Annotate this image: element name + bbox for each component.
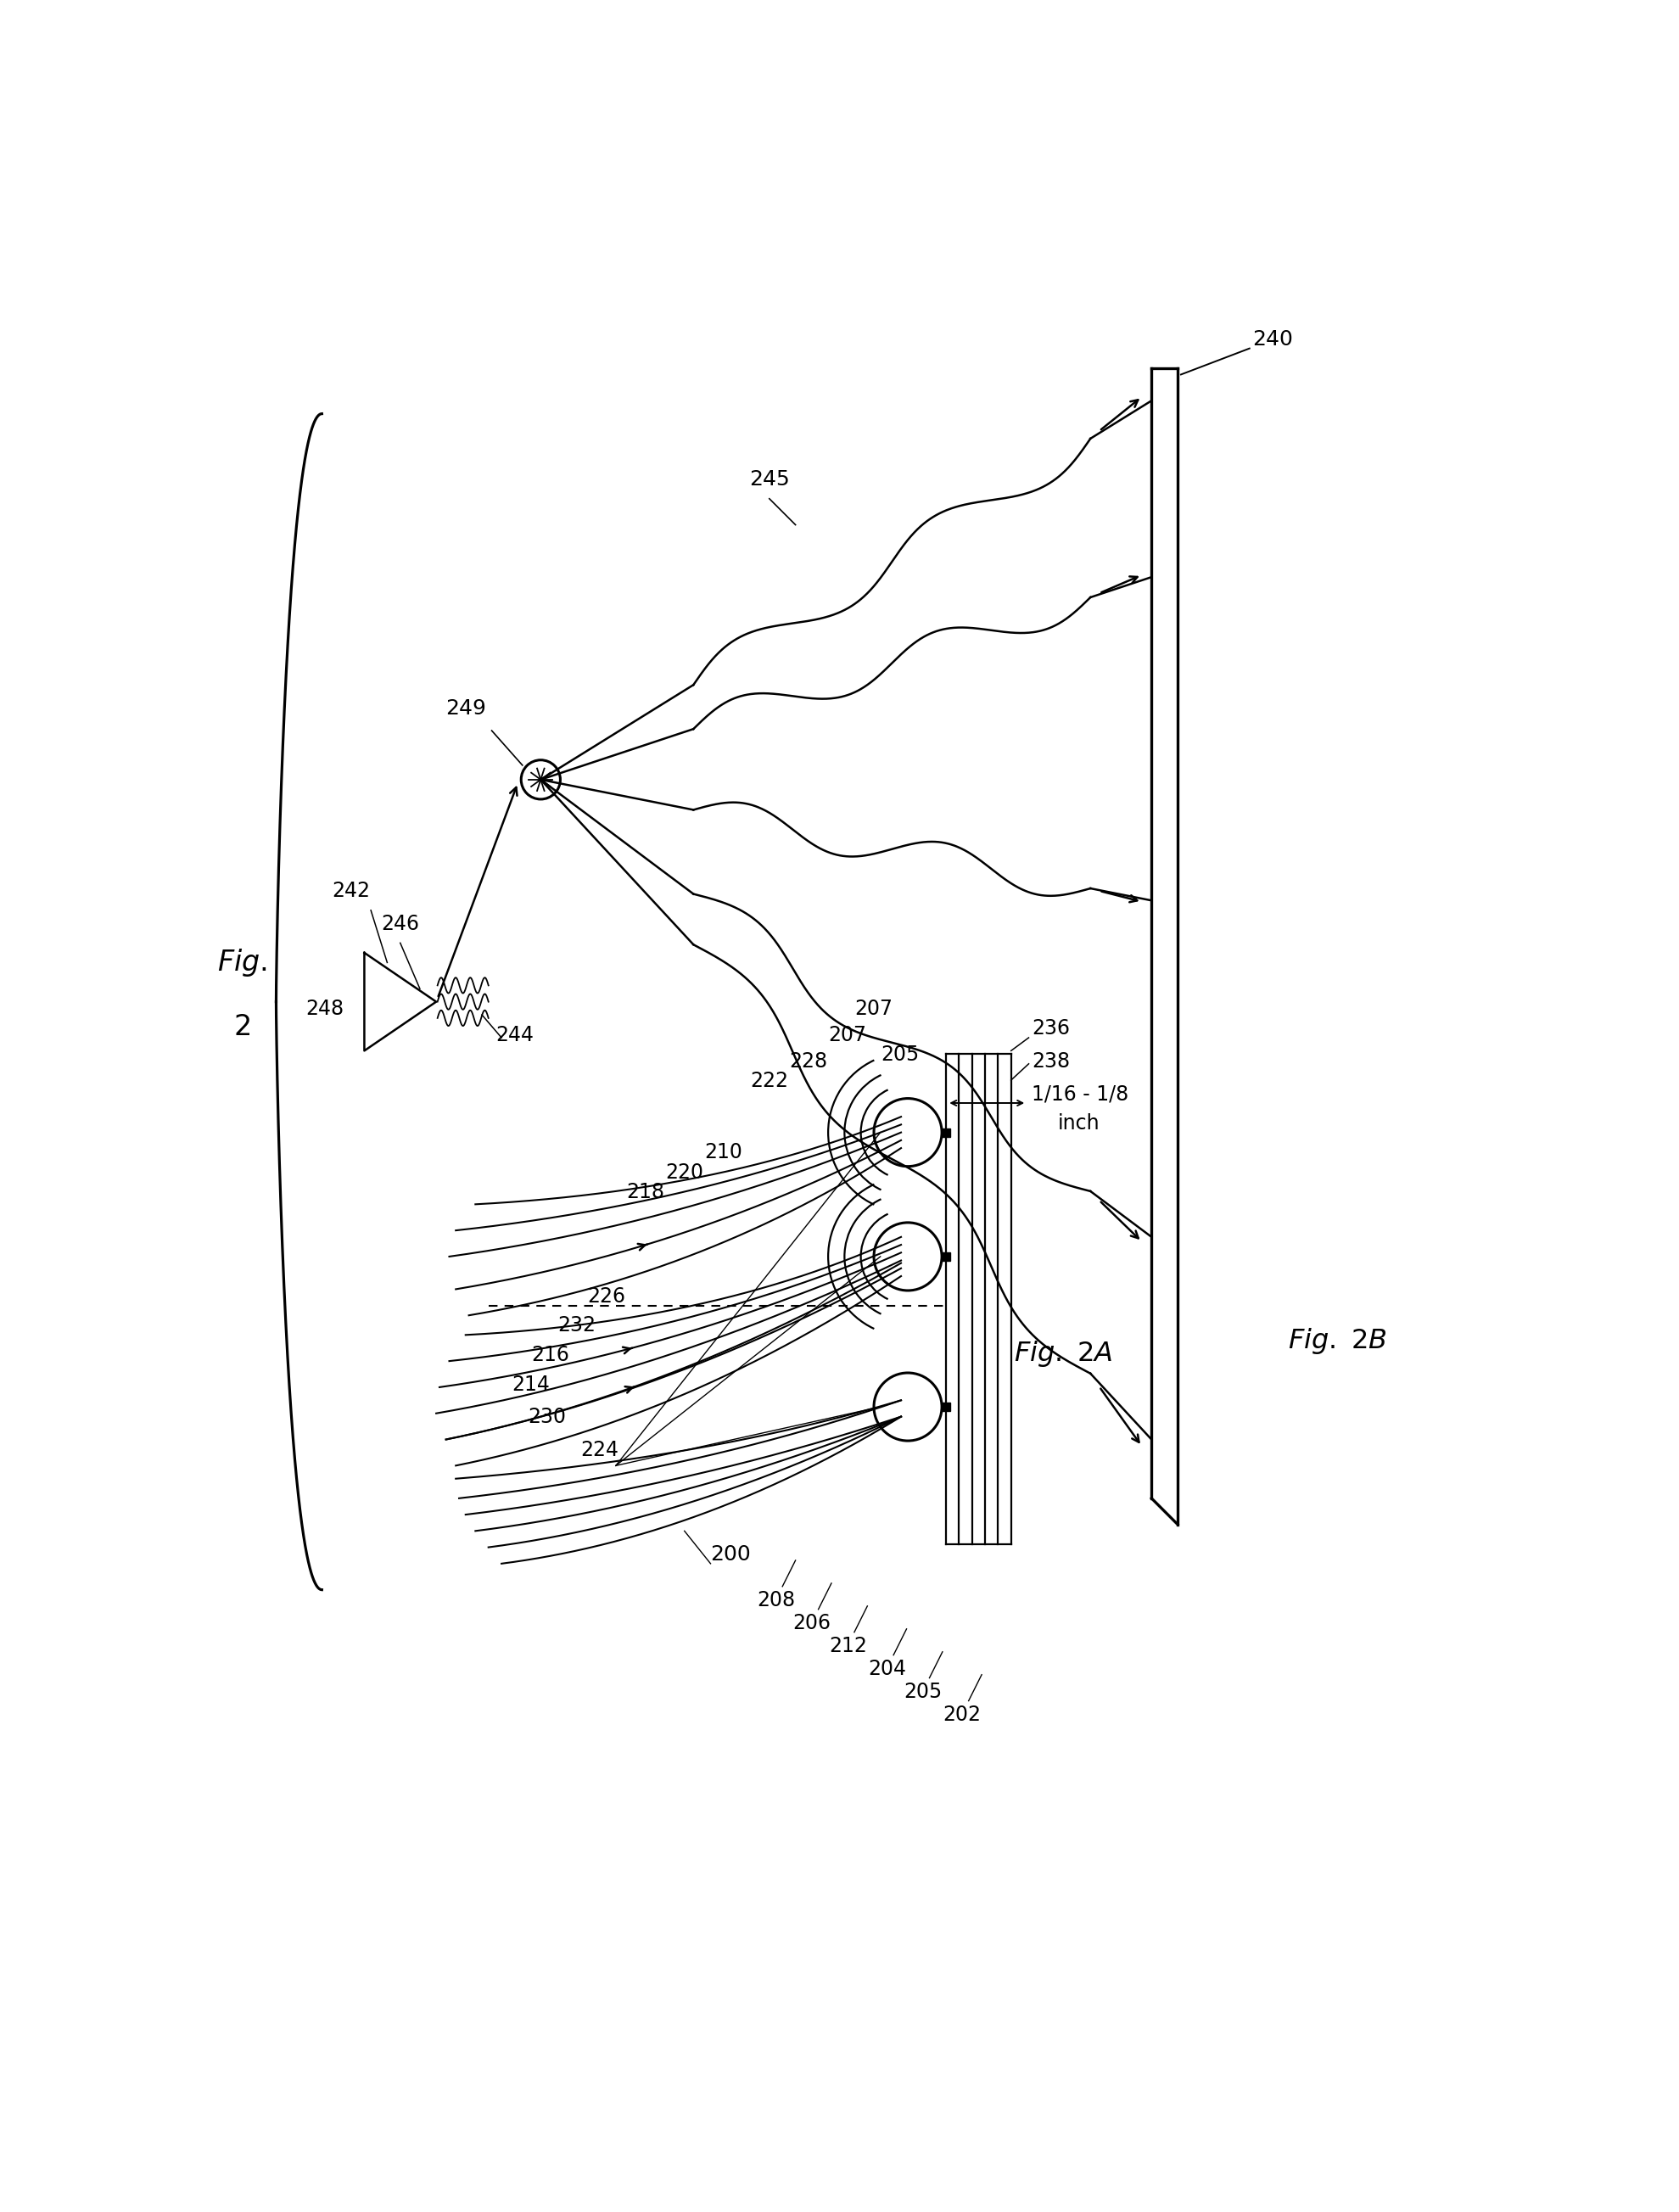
Text: 228: 228 <box>789 1051 828 1071</box>
Text: 216: 216 <box>532 1345 569 1365</box>
Text: 249: 249 <box>445 699 485 719</box>
Text: 222: 222 <box>751 1071 789 1091</box>
Text: 210: 210 <box>705 1141 742 1164</box>
Text: 218: 218 <box>626 1181 665 1201</box>
Text: 214: 214 <box>512 1374 551 1396</box>
Text: 206: 206 <box>792 1613 831 1632</box>
Bar <box>942 1402 950 1411</box>
Bar <box>942 1252 950 1261</box>
Bar <box>942 1128 950 1137</box>
Text: 244: 244 <box>495 1024 534 1046</box>
Text: 242: 242 <box>332 880 371 902</box>
Text: 236: 236 <box>1033 1018 1070 1040</box>
Text: 246: 246 <box>381 914 420 933</box>
Text: 232: 232 <box>557 1316 596 1336</box>
Text: $\mathit{2}$: $\mathit{2}$ <box>233 1015 250 1042</box>
Text: 245: 245 <box>749 469 789 489</box>
Text: 205: 205 <box>903 1681 942 1701</box>
Text: $\mathit{Fig.\ 2A}$: $\mathit{Fig.\ 2A}$ <box>1014 1338 1113 1369</box>
Text: 200: 200 <box>710 1544 751 1564</box>
Text: 202: 202 <box>944 1703 981 1725</box>
Text: 212: 212 <box>829 1635 866 1657</box>
Text: 208: 208 <box>757 1590 796 1610</box>
Text: 1/16 - 1/8: 1/16 - 1/8 <box>1033 1084 1128 1104</box>
Text: 204: 204 <box>868 1659 907 1679</box>
Text: 230: 230 <box>529 1407 566 1427</box>
Text: 240: 240 <box>1253 330 1293 349</box>
Text: 248: 248 <box>306 998 344 1020</box>
Text: 220: 220 <box>665 1161 704 1183</box>
Text: $\mathit{Fig.}$: $\mathit{Fig.}$ <box>217 947 267 978</box>
Text: 205: 205 <box>881 1044 918 1064</box>
Text: 207: 207 <box>855 998 893 1020</box>
Text: 207: 207 <box>829 1024 866 1046</box>
Text: 224: 224 <box>581 1440 618 1460</box>
Text: inch: inch <box>1058 1113 1100 1133</box>
Text: 238: 238 <box>1033 1051 1070 1071</box>
Text: $\mathit{Fig.\ 2B}$: $\mathit{Fig.\ 2B}$ <box>1288 1325 1387 1356</box>
Text: 226: 226 <box>588 1285 625 1307</box>
